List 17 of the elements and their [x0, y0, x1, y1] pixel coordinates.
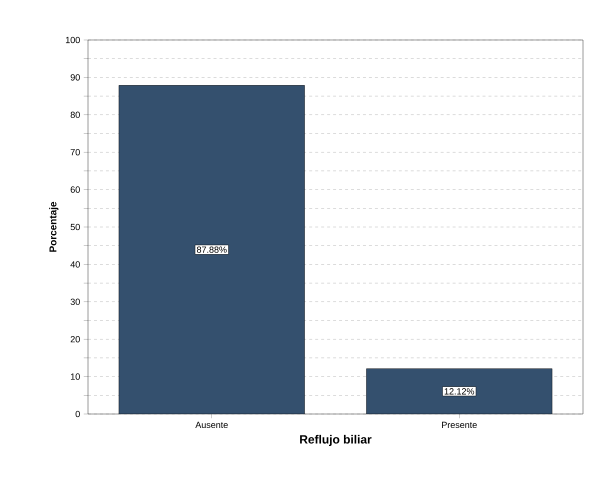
data-label: 12.12%: [444, 388, 474, 394]
y-tick-label: 20: [70, 336, 80, 342]
y-tick-label: 0: [76, 410, 80, 418]
x-tick-label: Presente: [442, 422, 477, 428]
y-tick-label: 10: [70, 373, 80, 380]
y-tick-label: 40: [70, 261, 80, 268]
x-tick-label: Ausente: [195, 422, 228, 428]
y-tick-label: 70: [70, 149, 80, 156]
x-axis-title: Reflujo biliar: [300, 434, 372, 446]
y-tick-label: 50: [70, 224, 80, 230]
y-tick-label: 30: [70, 298, 80, 305]
data-label: 87.88%: [196, 246, 227, 253]
y-tick-label: 90: [70, 74, 80, 81]
y-tick-label: 100: [66, 36, 80, 44]
y-tick-label: 80: [70, 112, 80, 118]
y-tick-label: 60: [70, 186, 80, 193]
y-axis-title: Porcentaje: [49, 202, 58, 252]
